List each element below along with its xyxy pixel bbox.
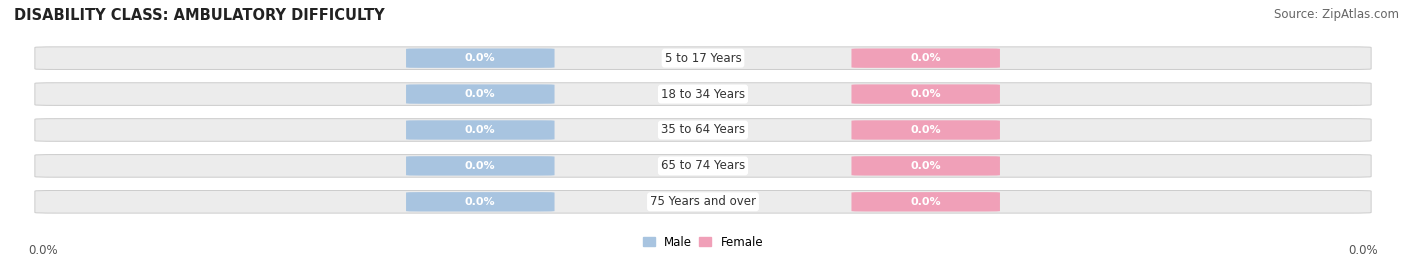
- Text: 0.0%: 0.0%: [911, 161, 941, 171]
- FancyBboxPatch shape: [852, 192, 1000, 211]
- FancyBboxPatch shape: [852, 120, 1000, 140]
- Text: 18 to 34 Years: 18 to 34 Years: [661, 88, 745, 100]
- FancyBboxPatch shape: [406, 120, 554, 140]
- FancyBboxPatch shape: [35, 191, 1371, 213]
- Text: 0.0%: 0.0%: [911, 53, 941, 63]
- FancyBboxPatch shape: [35, 47, 1371, 69]
- Legend: Male, Female: Male, Female: [638, 231, 768, 253]
- Text: 0.0%: 0.0%: [1348, 244, 1378, 257]
- Text: 5 to 17 Years: 5 to 17 Years: [665, 52, 741, 65]
- Text: 0.0%: 0.0%: [465, 125, 495, 135]
- Text: DISABILITY CLASS: AMBULATORY DIFFICULTY: DISABILITY CLASS: AMBULATORY DIFFICULTY: [14, 8, 385, 23]
- FancyBboxPatch shape: [35, 155, 1371, 177]
- Text: 65 to 74 Years: 65 to 74 Years: [661, 159, 745, 172]
- FancyBboxPatch shape: [406, 84, 554, 104]
- Text: Source: ZipAtlas.com: Source: ZipAtlas.com: [1274, 8, 1399, 21]
- Text: 0.0%: 0.0%: [465, 197, 495, 207]
- FancyBboxPatch shape: [35, 83, 1371, 105]
- Text: 0.0%: 0.0%: [911, 197, 941, 207]
- FancyBboxPatch shape: [852, 84, 1000, 104]
- Text: 0.0%: 0.0%: [465, 161, 495, 171]
- Text: 0.0%: 0.0%: [465, 89, 495, 99]
- FancyBboxPatch shape: [852, 156, 1000, 176]
- Text: 35 to 64 Years: 35 to 64 Years: [661, 124, 745, 136]
- FancyBboxPatch shape: [406, 49, 554, 68]
- Text: 0.0%: 0.0%: [465, 53, 495, 63]
- FancyBboxPatch shape: [406, 192, 554, 211]
- Text: 0.0%: 0.0%: [28, 244, 58, 257]
- FancyBboxPatch shape: [35, 119, 1371, 141]
- FancyBboxPatch shape: [852, 49, 1000, 68]
- FancyBboxPatch shape: [406, 156, 554, 176]
- Text: 0.0%: 0.0%: [911, 89, 941, 99]
- Text: 75 Years and over: 75 Years and over: [650, 195, 756, 208]
- Text: 0.0%: 0.0%: [911, 125, 941, 135]
